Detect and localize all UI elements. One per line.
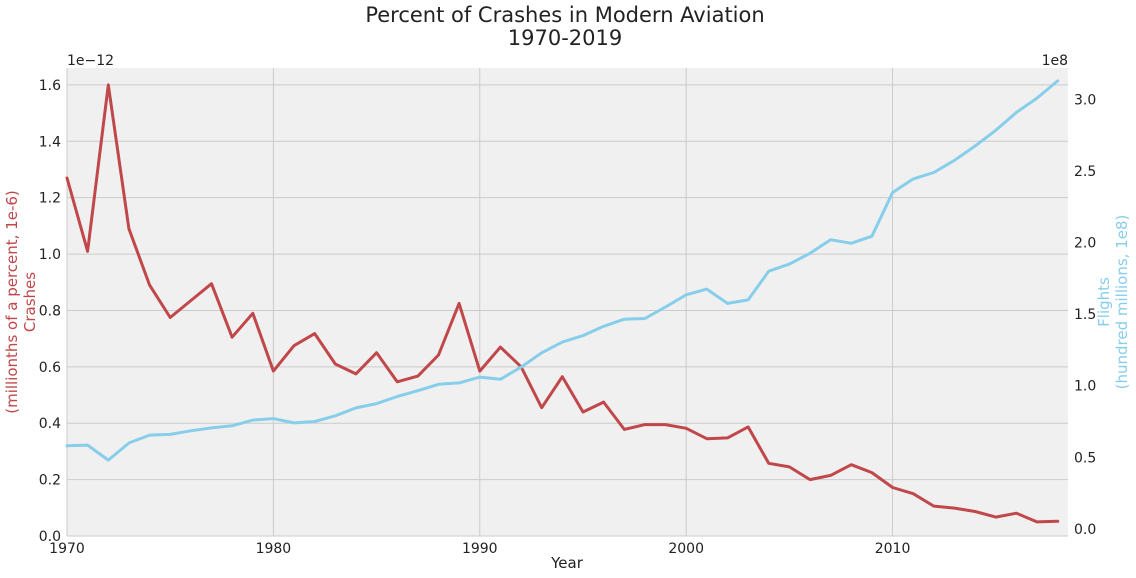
x-tick-label: 2010 (875, 541, 911, 557)
plot-background (67, 68, 1068, 536)
left-axis-offset-text: 1e−12 (67, 53, 114, 69)
y-left-tick-label: 0.4 (39, 416, 61, 432)
x-axis-label: Year (550, 554, 584, 572)
y-right-tick-label: 0.0 (1074, 522, 1096, 538)
y-left-tick-label: 0.2 (39, 473, 61, 489)
left-axis-label-line2: Crashes (21, 272, 39, 332)
y-right-tick-label: 2.0 (1074, 236, 1096, 252)
y-left-tick-label: 0.8 (39, 303, 61, 319)
crashes-line (65, 83, 1060, 524)
y-left-tick-label: 0.6 (39, 360, 61, 376)
y-right-tick-label: 3.0 (1074, 92, 1096, 108)
grid (66, 68, 1068, 537)
y-left-tick-label: 0.0 (39, 529, 61, 545)
y-right-tick-label: 1.5 (1074, 307, 1096, 323)
x-tick-label: 2000 (668, 541, 704, 557)
right-axis-label-line2: (hundred millions, 1e8) (1113, 215, 1131, 390)
right-axis-offset-text: 1e8 (1042, 53, 1068, 69)
y-right-tick-label: 1.0 (1074, 379, 1096, 395)
x-tick-label: 1980 (256, 541, 292, 557)
flights-line (65, 79, 1060, 462)
x-tick-label: 1990 (462, 541, 498, 557)
chart-subtitle: 1970-2019 (508, 26, 622, 50)
ticks-group: 0.0 0.2 0.4 0.6 0.8 1.0 1.2 1.4 1.6 1970 1980 1990 2… (39, 78, 1097, 557)
y-right-tick-label: 0.5 (1074, 450, 1096, 466)
chart-title: Percent of Crashes in Modern Aviation (365, 3, 764, 27)
right-axis-label-line1: Flights (1095, 277, 1113, 327)
y-right-tick-label: 2.5 (1074, 164, 1096, 180)
y-left-tick-label: 1.0 (39, 247, 61, 263)
left-axis-label-line1: (millionths of a percent, 1e-6) (3, 190, 21, 414)
x-tick-label: 1970 (49, 541, 85, 557)
y-left-tick-label: 1.6 (39, 78, 61, 94)
y-left-tick-label: 1.4 (39, 134, 61, 150)
series-group (65, 79, 1060, 524)
y-left-tick-label: 1.2 (39, 191, 61, 207)
